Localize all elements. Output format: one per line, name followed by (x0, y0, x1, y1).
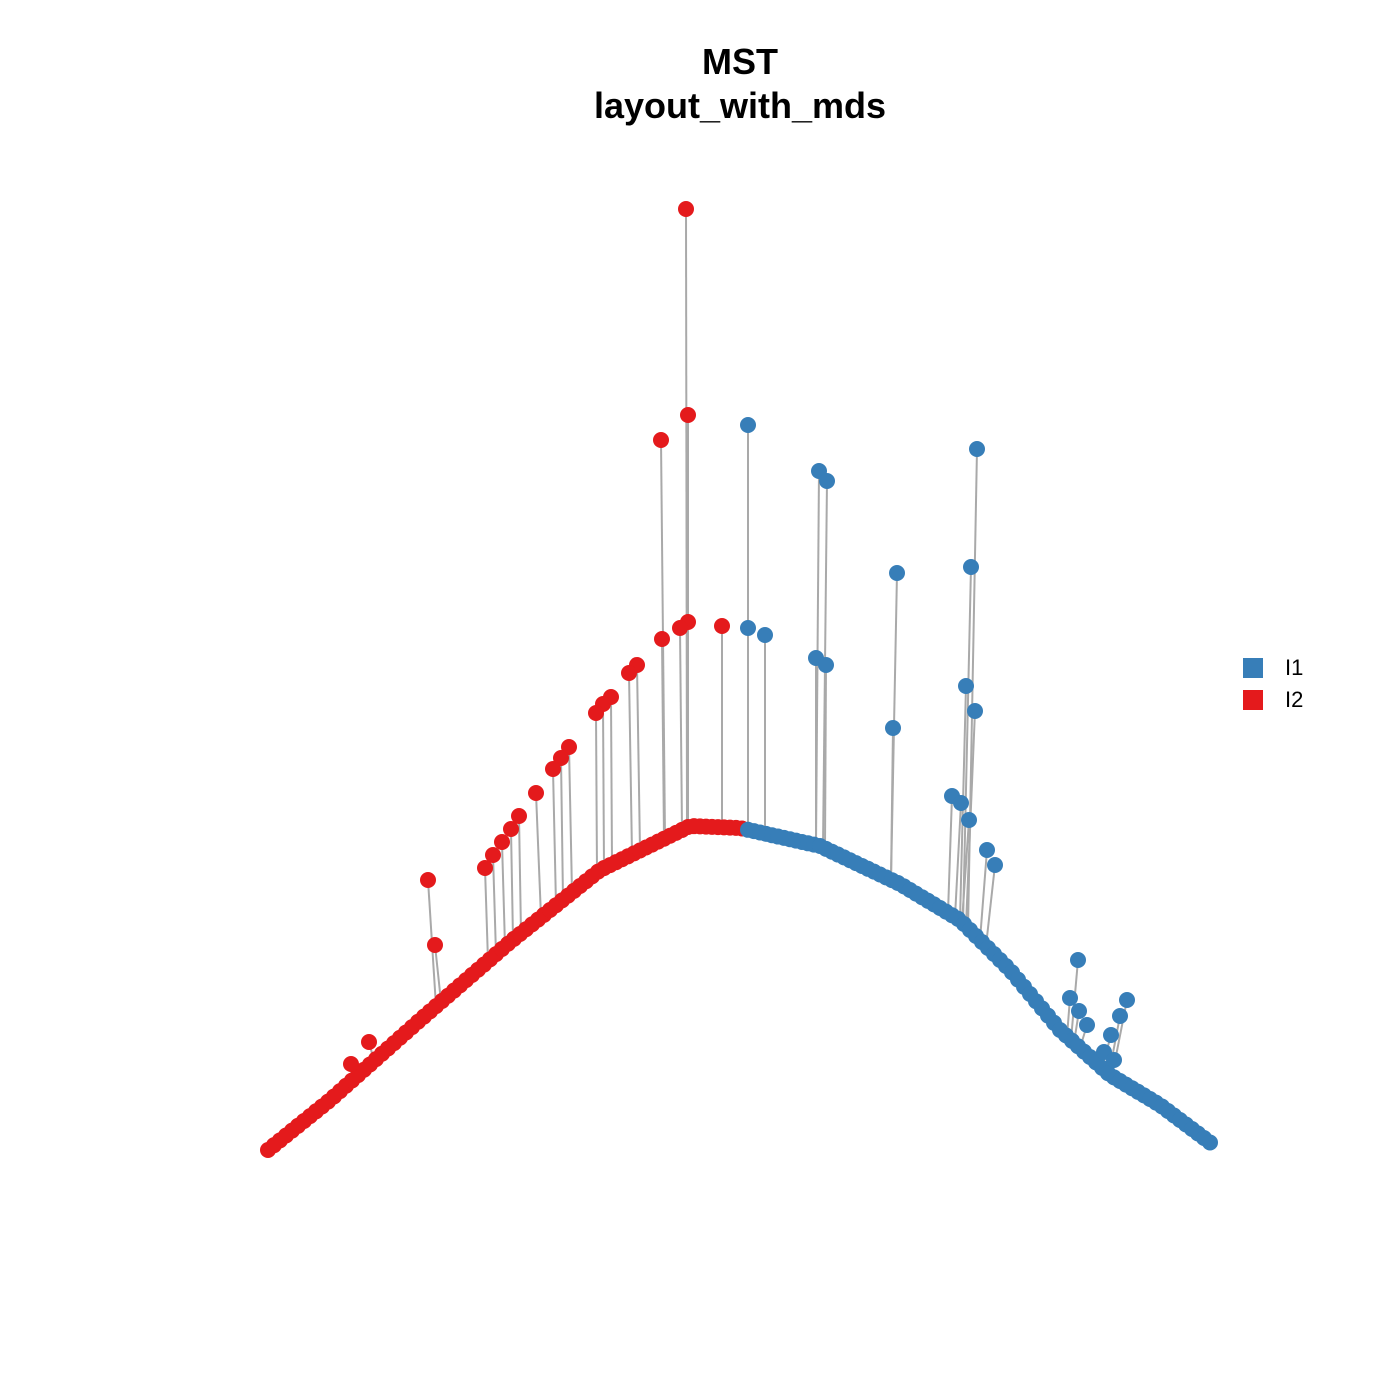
edges-layer (267, 208, 1213, 1151)
node-i2 (553, 750, 569, 766)
plot-title: MST layout_with_mds (0, 40, 1400, 128)
node-i1 (1112, 1008, 1128, 1024)
node-i1 (979, 842, 995, 858)
edge (824, 664, 827, 849)
edge (685, 208, 688, 828)
node-i2 (427, 937, 443, 953)
node-i1 (1202, 1134, 1218, 1151)
edge (510, 828, 514, 940)
edge (954, 802, 962, 918)
node-i1 (1119, 992, 1135, 1008)
edge (560, 757, 564, 900)
node-i2 (680, 407, 696, 423)
node-i2 (588, 705, 604, 721)
node-i1 (1070, 952, 1086, 968)
node-i2 (511, 808, 527, 824)
node-i1 (987, 857, 1003, 873)
edge (636, 664, 641, 851)
node-i1 (961, 812, 977, 828)
node-i1 (740, 620, 756, 636)
node-i1 (757, 627, 773, 643)
node-i2 (545, 761, 561, 777)
node-i2 (672, 620, 688, 636)
node-i2 (420, 872, 436, 888)
edge (947, 795, 953, 913)
edge (610, 696, 613, 865)
legend-item-i2: I2 (1243, 684, 1303, 716)
node-i2 (343, 1056, 359, 1072)
node-i2 (485, 847, 501, 863)
node-i2 (503, 821, 519, 837)
node-i2 (678, 201, 694, 217)
node-i1 (969, 441, 985, 457)
nodes-layer (260, 201, 1218, 1158)
node-i1 (1062, 990, 1078, 1006)
node-i1 (963, 559, 979, 575)
edge (602, 703, 605, 869)
node-i2 (528, 785, 544, 801)
edge (661, 638, 665, 839)
legend-label-i2: I2 (1285, 687, 1304, 712)
node-i1 (1103, 1027, 1119, 1043)
legend: I1 I2 (1243, 652, 1303, 716)
node-i2 (361, 1034, 377, 1050)
legend-item-i1: I1 (1243, 652, 1303, 684)
node-i2 (714, 618, 730, 634)
node-i2 (654, 631, 670, 647)
edge (484, 867, 489, 962)
node-i1 (1071, 1003, 1087, 1019)
node-i1 (740, 417, 756, 433)
edge (568, 746, 573, 893)
node-i2 (477, 860, 493, 876)
edge (492, 854, 497, 955)
node-i1 (958, 678, 974, 694)
node-i1 (818, 657, 834, 673)
edge (595, 712, 598, 873)
edge (518, 815, 522, 934)
edge (679, 627, 683, 830)
title-line-1: MST (702, 41, 778, 82)
edge (979, 849, 988, 941)
node-i2 (561, 739, 577, 755)
node-i2 (494, 834, 510, 850)
node-i1 (967, 703, 983, 719)
edge (434, 944, 442, 1002)
edge (535, 792, 542, 918)
edge (961, 819, 970, 923)
node-i1 (953, 795, 969, 811)
edge (501, 841, 506, 947)
node-i1 (889, 565, 905, 581)
legend-label-i1: I1 (1285, 655, 1304, 680)
legend-swatch-i2 (1243, 690, 1263, 710)
node-i1 (1106, 1052, 1122, 1068)
edge (890, 727, 894, 880)
node-i1 (1079, 1017, 1095, 1033)
edge (552, 768, 557, 906)
edge (628, 672, 633, 855)
node-i2 (621, 665, 637, 681)
title-line-2: layout_with_mds (593, 85, 887, 126)
node-i1 (885, 720, 901, 736)
node-i1 (819, 473, 835, 489)
edge (985, 864, 996, 947)
node-i2 (653, 432, 669, 448)
curve-edges (267, 825, 1213, 1151)
legend-swatch-i1 (1243, 658, 1263, 678)
edge (962, 566, 972, 924)
